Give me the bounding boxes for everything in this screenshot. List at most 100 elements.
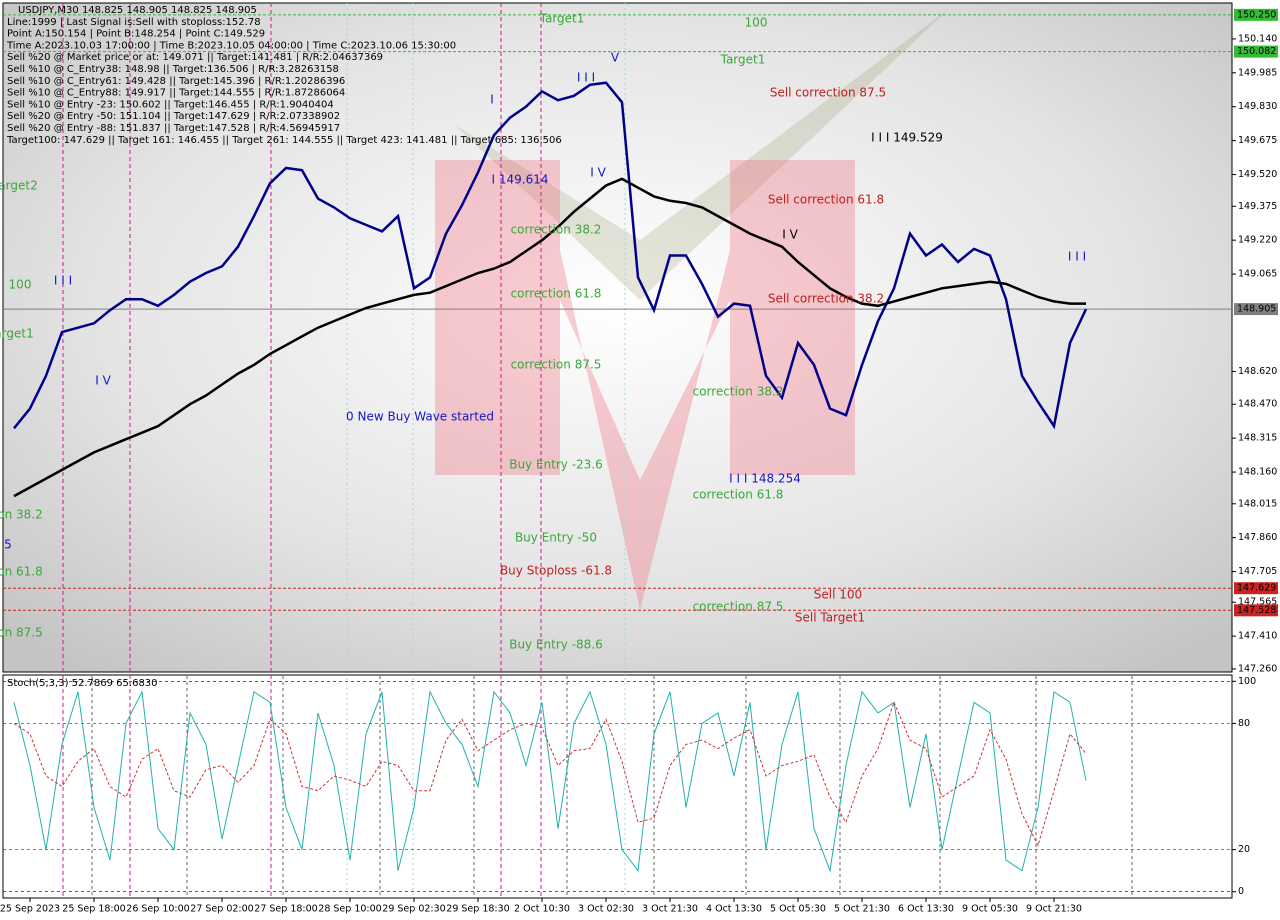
y-tick-label: 20 (1238, 844, 1250, 855)
y-tick-label: 149.065 (1238, 269, 1277, 280)
y-tick-label: 149.985 (1238, 67, 1277, 78)
y-tick-label: 149.520 (1238, 169, 1277, 180)
annotation: I V (95, 374, 111, 388)
annotation: V (611, 51, 620, 65)
annotation: I I I (577, 71, 595, 85)
y-tick-label: 147.565 (1238, 597, 1277, 608)
y-tick-label: 148.160 (1238, 467, 1277, 478)
annotation: I (490, 93, 494, 107)
level-label-box (1234, 582, 1278, 595)
stoch-line (13, 700, 1087, 847)
annotation: I I I (54, 274, 72, 288)
logo-v (560, 250, 730, 610)
level-label-box (1234, 8, 1278, 21)
annotation: on 87.5 (0, 626, 43, 640)
x-tick-label: 5 Oct 05:30 (770, 904, 826, 915)
annotation: on 38.2 (0, 508, 43, 522)
y-tick-label: 149.675 (1238, 135, 1277, 146)
annotation: Sell correction 61.8 (768, 193, 884, 207)
y-tick-label: 149.220 (1238, 235, 1277, 246)
x-tick-label: 3 Oct 02:30 (578, 904, 634, 915)
main-panel (2, 2, 1233, 673)
logo-check (455, 8, 950, 300)
level-label-box (1234, 604, 1278, 617)
level-label: 147.629 (1237, 583, 1276, 594)
annotation: Sell correction 38.2 (768, 292, 884, 306)
y-tick-label: 148.015 (1238, 498, 1277, 509)
annotation: 100 (9, 278, 32, 292)
stoch-line (13, 690, 1087, 873)
annotation: I V (782, 228, 798, 242)
annotation: Buy Entry -23.6 (509, 458, 603, 472)
y-tick-label: 147.410 (1238, 631, 1277, 642)
x-tick-label: 25 Sep 18:00 (62, 904, 125, 915)
x-tick-label: 5 Oct 21:30 (834, 904, 890, 915)
annotation: arget2 (0, 179, 38, 193)
x-tick-label: 26 Sep 10:00 (126, 904, 189, 915)
annotation: arget1 (0, 327, 34, 341)
x-tick-label: 4 Oct 13:30 (706, 904, 762, 915)
y-tick-label: 147.705 (1238, 566, 1277, 577)
x-tick-label: 9 Oct 05:30 (962, 904, 1018, 915)
annotation: I V (590, 166, 606, 180)
y-tick-label: 147.260 (1238, 663, 1277, 674)
annotation: on 61.8 (0, 565, 43, 579)
watermark (435, 8, 950, 610)
y-tick-label: 148.620 (1238, 366, 1277, 377)
annotation: Sell Target1 (795, 611, 865, 625)
x-tick-label: 27 Sep 18:00 (254, 904, 317, 915)
x-tick-label: 29 Sep 18:30 (446, 904, 509, 915)
annotation: 5 (4, 538, 12, 552)
x-tick-label: 2 Oct 10:30 (514, 904, 570, 915)
annotation: correction 61.8 (693, 488, 784, 502)
annotation: correction 87.5 (693, 600, 784, 614)
info-line: Point A:150.154 | Point B:148.254 | Poin… (7, 29, 265, 40)
annotation: correction 38.2 (693, 385, 784, 399)
annotation: Sell 100 (814, 588, 862, 602)
y-tick-label: 148.470 (1238, 399, 1277, 410)
annotation: I I I 149.529 (871, 131, 943, 145)
info-line: Sell %10 @ Entry -23: 150.602 || Target:… (7, 99, 334, 110)
info-line: Sell %10 @ C_Entry38: 148.98 || Target:1… (7, 64, 339, 75)
level-label-box (1234, 45, 1278, 58)
annotation: correction 61.8 (511, 287, 602, 301)
level-label: 147.528 (1237, 605, 1276, 616)
x-tick-label: 25 Sep 2023 (0, 904, 60, 915)
price-line (13, 81, 1088, 430)
annotation: Target1 (720, 53, 766, 67)
x-tick-label: 9 Oct 21:30 (1026, 904, 1082, 915)
x-tick-label: 27 Sep 02:00 (190, 904, 253, 915)
info-line: Sell %20 @ Market price or at: 149.071 |… (7, 52, 383, 63)
info-line: Sell %10 @ C_Entry61: 149.428 || Target:… (7, 76, 345, 87)
info-line: Time A:2023.10.03 17:00:00 | Time B:2023… (6, 40, 456, 51)
x-tick-label: 29 Sep 02:30 (382, 904, 445, 915)
info-line: Target100: 147.629 || Target 161: 146.45… (6, 135, 562, 146)
annotation: 0 New Buy Wave started (346, 410, 494, 424)
y-tick-label: 148.315 (1238, 433, 1277, 444)
info-line: Sell %20 @ Entry -88: 151.837 || Target:… (7, 123, 340, 134)
x-tick-label: 28 Sep 10:00 (318, 904, 381, 915)
y-tick-label: 149.830 (1238, 101, 1277, 112)
annotation: I I I 148.254 (729, 472, 801, 486)
price-line (13, 177, 1086, 498)
annotation: Sell correction 87.5 (770, 86, 886, 100)
info-line: Line:1999 | Last Signal is:Sell with sto… (7, 17, 261, 28)
info-line: USDJPY,M30 148.825 148.905 148.825 148.9… (18, 5, 257, 16)
y-tick-label: 100 (1238, 676, 1256, 687)
level-label: 148.905 (1237, 304, 1276, 315)
annotation: I I I (1068, 250, 1086, 264)
level-label: 150.250 (1237, 9, 1276, 20)
annotation: correction 38.2 (511, 223, 602, 237)
annotation: 100 (745, 16, 768, 30)
level-label-box (1234, 303, 1278, 316)
x-tick-label: 3 Oct 21:30 (642, 904, 698, 915)
logo-bar (730, 160, 855, 475)
annotation: Buy Entry -88.6 (509, 638, 603, 652)
info-line: Sell %20 @ Entry -50: 151.104 || Target:… (7, 111, 340, 122)
y-tick-label: 0 (1238, 886, 1244, 897)
level-label: 150.082 (1237, 46, 1276, 57)
y-tick-label: 80 (1238, 718, 1250, 729)
info-line: Sell %10 @ C_Entry88: 149.917 || Target:… (7, 88, 345, 99)
annotation: correction 87.5 (511, 358, 602, 372)
